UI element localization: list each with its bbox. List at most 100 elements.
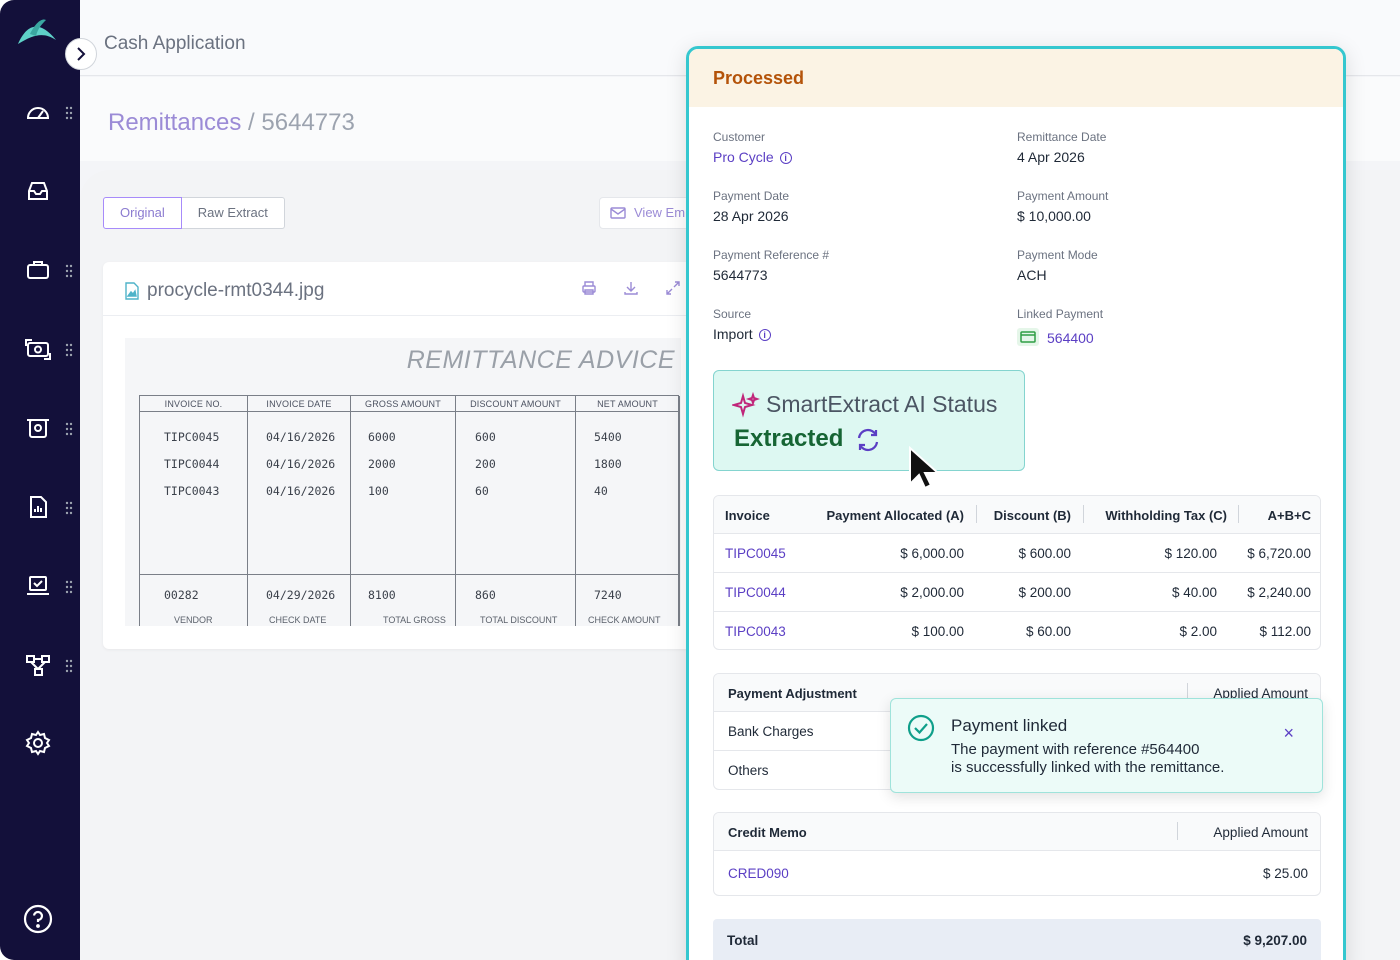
scan-cell: 04/16/2026 bbox=[266, 457, 336, 471]
table-header: Invoice Payment Allocated (A) Discount (… bbox=[714, 496, 1320, 534]
scan-cell: TIPC0045 bbox=[164, 430, 220, 444]
sidebar-item-reports[interactable] bbox=[20, 489, 56, 525]
status-banner: Processed bbox=[689, 49, 1343, 107]
payment-card-icon bbox=[1017, 328, 1039, 346]
dashboard-icon bbox=[26, 107, 50, 119]
document-viewer: procycle-rmt0344.jpg REMITTANCE ADVICE I… bbox=[103, 262, 703, 649]
sidebar-toggle-button[interactable] bbox=[65, 38, 97, 70]
view-email-label: View Em bbox=[634, 205, 686, 220]
linked-payment-value[interactable]: 564400 bbox=[1047, 330, 1094, 346]
column-header: Credit Memo bbox=[728, 825, 807, 840]
table-cell: $ 25.00 bbox=[1262, 866, 1308, 881]
scan-footer-label: VENDOR bbox=[174, 615, 213, 625]
scan-footer-label: TOTAL DISCOUNT bbox=[480, 615, 558, 625]
sidebar-item-tasks[interactable] bbox=[20, 568, 56, 604]
mouse-cursor-icon bbox=[909, 446, 941, 490]
total-label: Total bbox=[727, 933, 759, 948]
credit-memo-link[interactable]: CRED090 bbox=[728, 866, 789, 881]
table-row: TIPC0044 $ 2,000.00 $ 200.00 $ 40.00 $ 2… bbox=[714, 573, 1320, 612]
total-amount: $ 9,207.00 bbox=[1243, 933, 1307, 948]
report-icon bbox=[30, 496, 47, 518]
column-header: A+B+C bbox=[1267, 508, 1311, 523]
expand-icon[interactable] bbox=[665, 280, 681, 296]
source-field: Import i bbox=[713, 326, 771, 342]
download-icon[interactable] bbox=[623, 280, 639, 296]
drag-handle-icon[interactable] bbox=[65, 501, 73, 515]
sidebar-item-payments[interactable] bbox=[20, 331, 56, 367]
toast-title: Payment linked bbox=[951, 716, 1068, 735]
toast-message-line: The payment with reference #564400 bbox=[951, 741, 1200, 758]
info-icon[interactable]: i bbox=[758, 329, 771, 341]
table-row: Others bbox=[714, 751, 1320, 789]
invoice-link[interactable]: TIPC0045 bbox=[725, 546, 786, 561]
scan-title: REMITTANCE ADVICE bbox=[406, 346, 675, 374]
table-row: CRED090 $ 25.00 bbox=[714, 851, 1320, 895]
total-row: Total $ 9,207.00 bbox=[713, 919, 1321, 960]
invoice-table: Invoice Payment Allocated (A) Discount (… bbox=[713, 495, 1321, 650]
info-icon[interactable]: i bbox=[779, 152, 792, 164]
remittance-image: REMITTANCE ADVICE INVOICE NO. TIPC0045 T… bbox=[125, 338, 681, 626]
sidebar-item-inbox[interactable] bbox=[20, 173, 56, 209]
sidebar-item-settings[interactable] bbox=[20, 725, 56, 761]
scan-header: NET AMOUNT bbox=[576, 396, 679, 412]
column-header: Discount (B) bbox=[993, 508, 1071, 523]
inbox-icon bbox=[28, 182, 48, 200]
scan-cell: TIPC0044 bbox=[164, 457, 220, 471]
scan-column: DISCOUNT AMOUNT 600 200 60 860 TOTAL DIS… bbox=[456, 396, 576, 626]
customer-value[interactable]: Pro Cycle bbox=[713, 149, 774, 165]
payment-linked-toast: Payment linked The payment with referenc… bbox=[890, 698, 1323, 793]
table-cell: $ 6,720.00 bbox=[1247, 546, 1311, 561]
customer-link[interactable]: Pro Cycle i bbox=[713, 149, 792, 165]
drag-handle-icon[interactable] bbox=[65, 580, 73, 594]
table-cell: $ 112.00 bbox=[1259, 624, 1311, 639]
sidebar bbox=[0, 0, 80, 960]
close-icon[interactable]: × bbox=[1283, 723, 1294, 743]
drag-handle-icon[interactable] bbox=[65, 422, 73, 436]
help-icon[interactable] bbox=[22, 903, 54, 935]
table-cell: $ 40.00 bbox=[1171, 585, 1217, 600]
divider bbox=[1177, 822, 1178, 840]
scan-footer-label: CHECK DATE bbox=[269, 615, 327, 625]
smartextract-status-card: SmartExtract AI Status Extracted bbox=[713, 370, 1025, 471]
scan-header: GROSS AMOUNT bbox=[351, 396, 455, 412]
print-icon[interactable] bbox=[581, 280, 597, 296]
scan-header: INVOICE DATE bbox=[248, 396, 350, 412]
sidebar-item-dashboard[interactable] bbox=[20, 94, 56, 130]
column-header: Payment Adjustment bbox=[728, 686, 857, 701]
divider bbox=[1187, 683, 1188, 701]
drag-handle-icon[interactable] bbox=[65, 343, 73, 357]
scan-column: INVOICE NO. TIPC0045 TIPC0044 TIPC0043 0… bbox=[140, 396, 248, 626]
table-cell: $ 120.00 bbox=[1164, 546, 1217, 561]
scan-cell: TIPC0043 bbox=[164, 484, 220, 498]
scan-cell: 7240 bbox=[594, 588, 622, 602]
document-filename: procycle-rmt0344.jpg bbox=[147, 280, 325, 301]
remittance-details-panel: Processed Customer Pro Cycle i Remittance… bbox=[686, 46, 1346, 960]
scan-column: NET AMOUNT 5400 1800 40 7240 CHECK AMOUN… bbox=[576, 396, 680, 626]
breadcrumb-link-remittances[interactable]: Remittances bbox=[108, 109, 242, 136]
payment-amount-value: $ 10,000.00 bbox=[1017, 208, 1091, 224]
invoice-link[interactable]: TIPC0043 bbox=[725, 624, 786, 639]
scan-cell: 04/16/2026 bbox=[266, 484, 336, 498]
scan-cell: 200 bbox=[475, 457, 496, 471]
invoice-link[interactable]: TIPC0044 bbox=[725, 585, 786, 600]
adjustment-others: Others bbox=[728, 763, 769, 778]
drag-handle-icon[interactable] bbox=[65, 264, 73, 278]
column-header: Applied Amount bbox=[1213, 825, 1308, 840]
payment-mode-label: Payment Mode bbox=[1017, 248, 1098, 262]
linked-payment-link[interactable]: 564400 bbox=[1017, 328, 1094, 346]
toast-message-line: is successfully linked with the remittan… bbox=[951, 759, 1225, 776]
sidebar-item-cash[interactable] bbox=[20, 410, 56, 446]
sidebar-item-workflow[interactable] bbox=[20, 647, 56, 683]
drag-handle-icon[interactable] bbox=[65, 106, 73, 120]
tab-raw-extract[interactable]: Raw Extract bbox=[181, 197, 285, 229]
divider bbox=[103, 315, 703, 316]
tab-original[interactable]: Original bbox=[103, 197, 182, 229]
sidebar-item-portfolio[interactable] bbox=[20, 252, 56, 288]
scan-cell: 100 bbox=[368, 484, 389, 498]
scan-table: INVOICE NO. TIPC0045 TIPC0044 TIPC0043 0… bbox=[139, 395, 680, 626]
table-cell: $ 100.00 bbox=[911, 624, 964, 639]
drag-handle-icon[interactable] bbox=[65, 659, 73, 673]
scan-cell: 00282 bbox=[164, 588, 199, 602]
column-header: Withholding Tax (C) bbox=[1105, 508, 1227, 523]
refresh-icon[interactable] bbox=[855, 427, 881, 453]
